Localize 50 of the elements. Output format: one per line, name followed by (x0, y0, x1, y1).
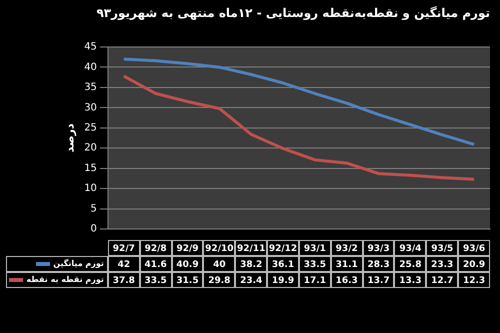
y-tick-label: 20 (84, 142, 97, 154)
y-tick-label: 35 (84, 82, 97, 94)
data-label: 42 (108, 256, 140, 272)
y-tick-label: 25 (84, 122, 97, 134)
data-label: 33.5 (298, 256, 331, 272)
legend-label: تورم نقطه به نقطه (26, 274, 104, 286)
data-label: 33.5 (140, 272, 172, 288)
x-tick-label: 92/10 (203, 240, 236, 256)
x-tick-label: 93/3 (362, 240, 394, 256)
data-label: 40 (203, 256, 236, 272)
y-tick-label: 40 (84, 62, 97, 73)
x-tick-label: 92/7 (108, 240, 140, 256)
data-label: 31.1 (330, 256, 363, 272)
data-label: 19.9 (267, 272, 299, 288)
data-label: 20.9 (458, 256, 490, 272)
data-label: 16.3 (330, 272, 363, 288)
data-label: 38.2 (235, 256, 268, 272)
y-tick-label: 30 (84, 102, 97, 114)
x-tick-label: 92/8 (140, 240, 172, 256)
data-label: 40.9 (172, 256, 204, 272)
x-tick-label: 93/6 (458, 240, 490, 256)
data-label: 28.3 (362, 256, 394, 272)
data-label: 13.3 (394, 272, 426, 288)
data-label: 41.6 (140, 256, 172, 272)
y-tick-label: 0 (90, 224, 97, 235)
x-tick-label: 92/11 (235, 240, 268, 256)
data-label: 23.4 (235, 272, 268, 288)
x-tick-label: 92/12 (267, 240, 299, 256)
x-tick-label: 93/2 (330, 240, 363, 256)
data-label: 23.3 (426, 256, 458, 272)
x-tick-label: 93/5 (426, 240, 458, 256)
data-label: 13.7 (362, 272, 394, 288)
y-tick-label: 10 (84, 183, 97, 194)
data-label: 36.1 (267, 256, 299, 272)
data-label: 25.8 (394, 256, 426, 272)
data-label: 17.1 (298, 272, 331, 288)
data-label: 12.7 (426, 272, 458, 288)
x-tick-label: 93/4 (394, 240, 426, 256)
y-axis-title: درصد (63, 123, 76, 152)
data-label: 31.5 (172, 272, 204, 288)
y-tick-label: 45 (84, 42, 97, 53)
x-tick-label: 92/9 (172, 240, 204, 256)
y-tick-label: 15 (84, 162, 97, 174)
y-tick-label: 5 (90, 203, 97, 214)
data-label: 37.8 (108, 272, 140, 288)
data-label: 12.3 (458, 272, 490, 288)
legend-label: تورم میانگین (53, 258, 104, 270)
x-tick-label: 93/1 (298, 240, 331, 256)
chart-title: تورم میانگین و نقطه‌به‌نقطه روستایی - ۱۲ماه منتهی به شهریور۹۳ (96, 6, 490, 20)
data-label: 29.8 (203, 272, 236, 288)
